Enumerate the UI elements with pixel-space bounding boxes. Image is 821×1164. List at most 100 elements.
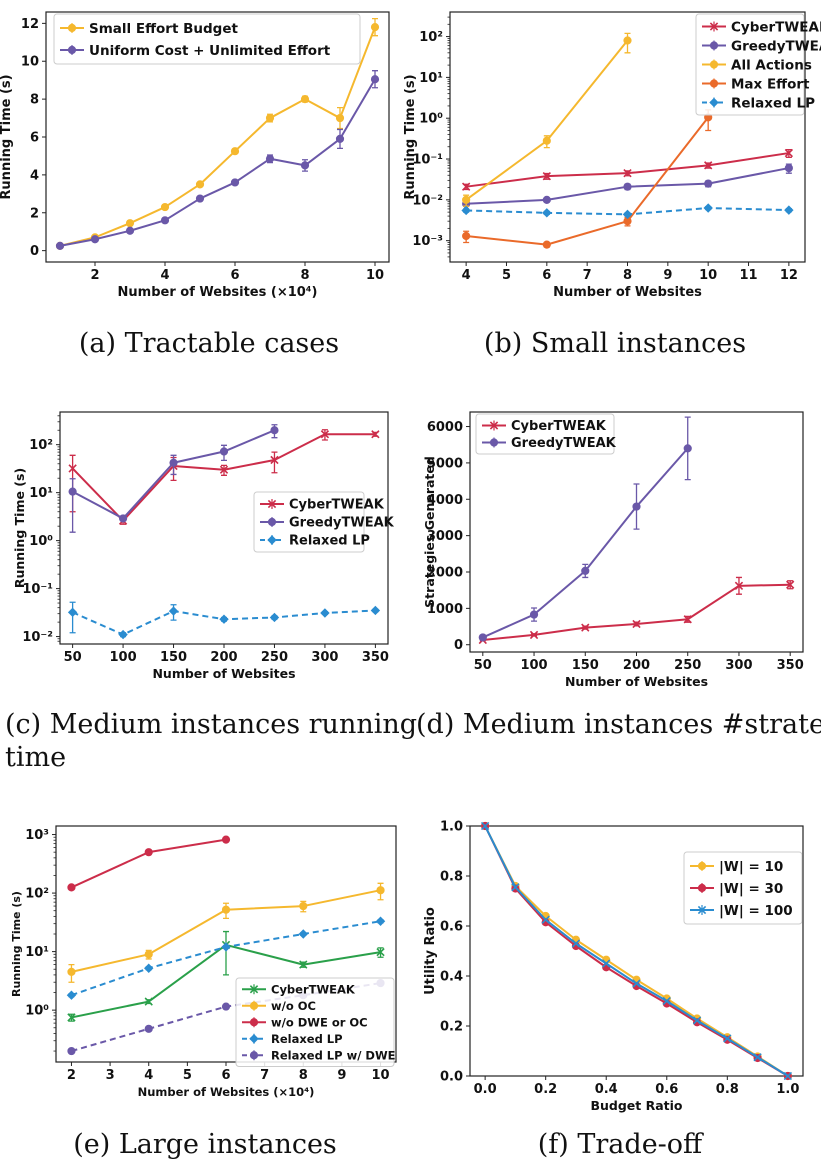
x-tick-label: 50	[64, 650, 82, 665]
y-tick-label: 0.2	[440, 1020, 463, 1035]
y-tick-label: 2	[30, 206, 39, 221]
series-line	[466, 116, 709, 246]
series-w-o-oc	[67, 882, 385, 983]
x-tick-label: 150	[160, 650, 187, 665]
data-point	[118, 629, 128, 640]
x-tick-label: 7	[583, 268, 592, 283]
series-cybertweak	[461, 148, 794, 191]
data-point	[571, 939, 581, 948]
legend-label: Relaxed LP	[271, 1032, 343, 1046]
data-point	[784, 163, 793, 173]
legend-entry-relaxed-lp: Relaxed LP	[702, 95, 815, 111]
y-tick-label: 10⁻¹	[412, 153, 443, 168]
data-point	[67, 883, 76, 892]
data-point	[300, 95, 310, 104]
x-axis-label: Number of Websites	[565, 674, 708, 689]
x-tick-label: 350	[777, 658, 804, 673]
x-axis-label: Number of Websites	[152, 666, 295, 681]
legend-swatch-marker	[267, 535, 277, 545]
x-tick-label: 6	[230, 268, 239, 283]
data-point	[784, 148, 794, 158]
x-tick-label: 0.2	[534, 1082, 557, 1097]
x-tick-label: 300	[311, 650, 338, 665]
legend: CyberTWEAK GreedyTWEAK All Actions Max Effo…	[695, 13, 821, 116]
data-point	[370, 23, 380, 32]
legend-entry-w-o-dwe-or-oc: w/o DWE or OC	[242, 1015, 368, 1029]
legend: |W| = 10 |W| = 30 |W| = 100	[683, 851, 803, 925]
data-point	[125, 219, 135, 228]
y-tick-label: 0	[30, 244, 39, 259]
y-tick-label: 10⁻³	[412, 234, 443, 249]
x-tick-label: 1.0	[776, 1082, 799, 1097]
x-axis-label: Number of Websites	[553, 285, 702, 300]
y-tick-label: 10⁻²	[22, 630, 53, 645]
legend-label: |W| = 10	[719, 859, 783, 875]
data-point	[542, 136, 551, 145]
data-point	[623, 182, 632, 191]
legend-box	[253, 491, 365, 553]
data-point	[68, 487, 77, 496]
legend-label: GreedyTWEAK	[731, 38, 821, 54]
data-point	[66, 990, 77, 1000]
y-tick-label: 1000	[427, 602, 463, 617]
data-point	[734, 581, 744, 590]
legend-label: Relaxed LP	[731, 95, 815, 111]
x-tick-label: 200	[210, 650, 237, 665]
legend-entry-uniform-cost-unlimited-effort: Uniform Cost + Unlimited Effort	[60, 43, 331, 59]
x-tick-label: 250	[261, 650, 288, 665]
data-point	[786, 580, 795, 589]
x-tick-label: 4	[160, 268, 169, 283]
data-point	[542, 240, 551, 249]
legend: CyberTWEAK w/o OC w/o DWE or OC Relaxed LP R…	[235, 977, 396, 1067]
x-tick-label: 5	[183, 1068, 192, 1083]
legend-entry-w-100: |W| = 100	[690, 903, 793, 919]
caption-e: (e) Large instances	[73, 1129, 337, 1160]
legend-swatch-marker	[709, 22, 719, 31]
legend-label: Max Effort	[731, 76, 810, 92]
y-tick-label: 10⁰	[29, 534, 53, 549]
data-point	[683, 615, 692, 624]
legend-box	[235, 977, 395, 1067]
x-axis-label: Number of Websites (×10⁴)	[138, 1085, 315, 1099]
legend-label: GreedyTWEAK	[289, 516, 395, 531]
data-point	[68, 464, 77, 473]
y-tick-label: 0.0	[440, 1070, 463, 1085]
data-point	[168, 606, 179, 616]
data-point	[541, 915, 550, 924]
x-tick-label: 4	[144, 1068, 153, 1083]
legend-swatch-marker	[489, 421, 499, 430]
y-tick-label: 10⁰	[419, 112, 443, 127]
y-tick-label: 10¹	[419, 71, 443, 86]
data-point	[511, 883, 520, 892]
chart-f-trade-off: 0.0 0.2 0.4 0.6 0.8 1.0 0.0 0.2 0.4 0.6 0.8 1.0 Budg…	[423, 820, 804, 1113]
data-point	[371, 430, 380, 439]
data-point	[265, 154, 275, 163]
legend-entry-relaxed-lp: Relaxed LP	[260, 534, 370, 549]
caption-b: (b) Small instances	[484, 328, 746, 359]
data-point	[480, 821, 490, 831]
x-tick-label: 0.8	[716, 1082, 739, 1097]
y-tick-label: 10	[21, 55, 39, 70]
legend-swatch-marker	[249, 1001, 259, 1010]
data-point	[542, 208, 552, 218]
y-axis-label: Running Time (s)	[10, 891, 23, 997]
data-point	[662, 996, 671, 1006]
legend-box	[53, 13, 361, 65]
x-tick-label: 12	[780, 268, 798, 283]
y-tick-label: 10²	[29, 438, 53, 453]
x-tick-label: 7	[260, 1068, 269, 1083]
y-tick-label: 10⁰	[25, 1004, 49, 1019]
series-max-effort	[462, 109, 713, 249]
data-point	[269, 612, 280, 623]
x-tick-label: 350	[362, 650, 389, 665]
x-tick-label: 0.0	[474, 1082, 497, 1097]
data-point	[542, 195, 551, 204]
x-tick-label: 10	[699, 268, 717, 283]
y-tick-label: 1.0	[440, 820, 463, 835]
x-tick-label: 2	[67, 1068, 76, 1083]
data-point	[683, 444, 692, 453]
y-tick-label: 0	[454, 638, 463, 653]
data-point	[144, 1024, 153, 1033]
y-tick-label: 2000	[427, 566, 463, 581]
data-point	[783, 1071, 793, 1081]
